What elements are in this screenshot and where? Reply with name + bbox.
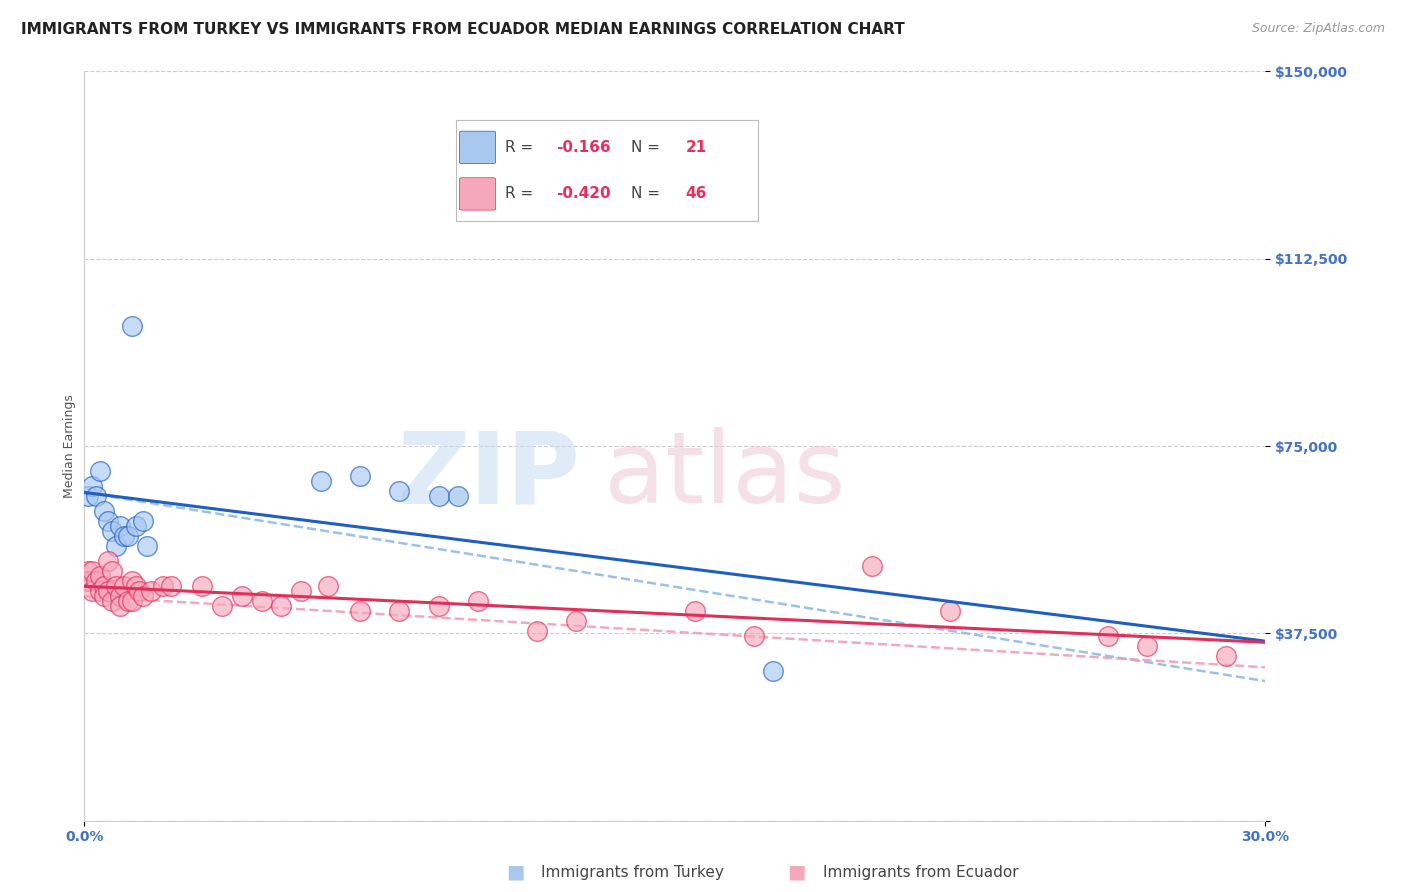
Point <box>108 519 131 533</box>
Point <box>108 599 131 613</box>
Point <box>565 614 588 628</box>
Text: IMMIGRANTS FROM TURKEY VS IMMIGRANTS FROM ECUADOR MEDIAN EARNINGS CORRELATION CH: IMMIGRANTS FROM TURKEY VS IMMIGRANTS FRO… <box>21 22 905 37</box>
Point <box>231 589 253 603</box>
Point <box>1136 639 1159 653</box>
Point <box>160 579 183 593</box>
Point <box>93 589 115 603</box>
Point <box>132 514 155 528</box>
Point <box>1097 629 1119 643</box>
Point <box>101 564 124 578</box>
Point <box>77 574 100 588</box>
Point <box>742 629 765 643</box>
Point <box>309 474 332 488</box>
Point <box>97 514 120 528</box>
Point <box>93 504 115 518</box>
Point <box>1215 648 1237 663</box>
Point <box>211 599 233 613</box>
Point <box>427 599 450 613</box>
Point <box>82 479 104 493</box>
Point <box>84 489 107 503</box>
Text: Source: ZipAtlas.com: Source: ZipAtlas.com <box>1251 22 1385 36</box>
Point <box>77 489 100 503</box>
Point <box>117 529 139 543</box>
Point <box>290 583 312 598</box>
Point <box>526 624 548 638</box>
Point <box>467 594 489 608</box>
Point <box>318 579 340 593</box>
Text: atlas: atlas <box>605 427 845 524</box>
Point <box>82 583 104 598</box>
Point <box>124 519 146 533</box>
Point <box>860 558 883 573</box>
Point <box>121 319 143 334</box>
Point <box>89 464 111 478</box>
Point <box>447 489 470 503</box>
Point <box>388 604 411 618</box>
Point <box>117 594 139 608</box>
Point <box>104 539 127 553</box>
Point <box>101 524 124 538</box>
Point <box>82 564 104 578</box>
Point <box>104 579 127 593</box>
Point <box>427 489 450 503</box>
Point <box>270 599 292 613</box>
Point <box>349 604 371 618</box>
Point <box>97 583 120 598</box>
Text: Immigrants from Ecuador: Immigrants from Ecuador <box>823 865 1018 880</box>
Point <box>762 664 785 678</box>
Point <box>349 469 371 483</box>
Y-axis label: Median Earnings: Median Earnings <box>63 394 76 498</box>
Point <box>152 579 174 593</box>
Point <box>121 594 143 608</box>
Point <box>84 574 107 588</box>
Text: ■: ■ <box>787 863 806 882</box>
Point <box>124 579 146 593</box>
Point <box>77 564 100 578</box>
Point <box>388 483 411 498</box>
Point <box>141 583 163 598</box>
Point <box>97 554 120 568</box>
Point <box>683 604 706 618</box>
Point <box>89 583 111 598</box>
Point <box>101 594 124 608</box>
Text: ZIP: ZIP <box>398 427 581 524</box>
Text: Immigrants from Turkey: Immigrants from Turkey <box>541 865 724 880</box>
Point <box>132 589 155 603</box>
Point <box>121 574 143 588</box>
Point <box>112 579 135 593</box>
Point <box>191 579 214 593</box>
Point <box>128 583 150 598</box>
Point <box>250 594 273 608</box>
Point <box>939 604 962 618</box>
Point <box>136 539 159 553</box>
Text: ■: ■ <box>506 863 524 882</box>
Point <box>89 569 111 583</box>
Point <box>112 529 135 543</box>
Point <box>108 589 131 603</box>
Point <box>93 579 115 593</box>
